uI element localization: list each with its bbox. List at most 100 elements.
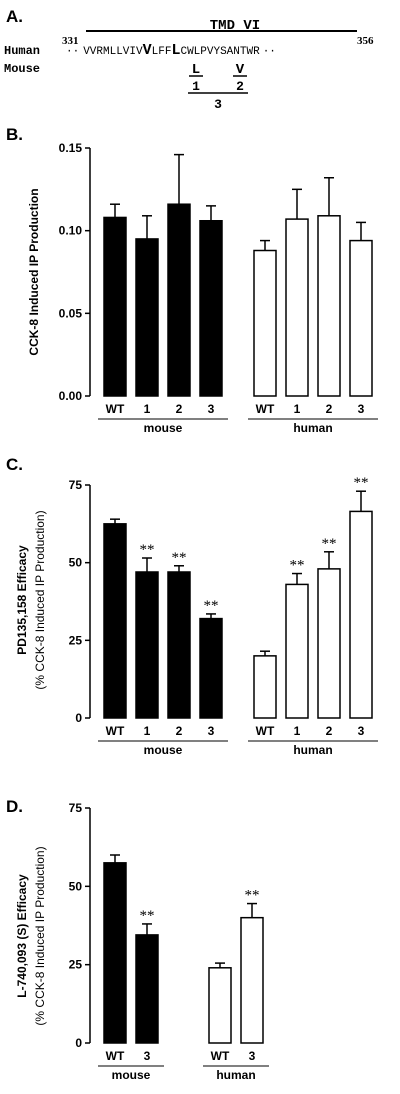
panel-d-ylabel-sub: (% CCK-8 Induced IP Production) bbox=[33, 846, 47, 1025]
category-label: WT bbox=[106, 402, 125, 416]
panel-a: A. TMD VI Human 331 356 ·· VVRMLLVIVVLFFL… bbox=[4, 7, 374, 112]
y-tick-label: 0.10 bbox=[59, 224, 83, 238]
bar-human-3 bbox=[240, 916, 264, 1044]
human-residue-l: L bbox=[171, 42, 180, 59]
panel-b-ylabel: CCK-8 Induced IP Production bbox=[27, 188, 41, 355]
category-label: 1 bbox=[294, 724, 301, 738]
human-residue-v: V bbox=[143, 42, 152, 59]
mouse-row-label: Mouse bbox=[4, 62, 40, 76]
bar-mouse-2 bbox=[167, 203, 191, 397]
human-seq-suffix: CWLPVYSANTWR bbox=[180, 46, 260, 58]
bar-mouse-3 bbox=[199, 219, 223, 397]
panel-d-ylabel: L-740,093 (S) Efficacy bbox=[15, 874, 29, 998]
significance-marker: ** bbox=[322, 536, 337, 552]
category-label: WT bbox=[106, 1049, 125, 1063]
start-residue-number: 331 bbox=[62, 35, 79, 47]
bar-mouse-1 bbox=[135, 238, 159, 397]
panel-b-label: B. bbox=[6, 125, 23, 144]
category-label: WT bbox=[211, 1049, 230, 1063]
category-label: 2 bbox=[176, 724, 183, 738]
trailing-dots: ·· bbox=[263, 46, 276, 58]
bar-mouse-2 bbox=[167, 571, 191, 719]
human-row-label: Human bbox=[4, 44, 40, 58]
group-label: human bbox=[216, 1068, 255, 1082]
mutant-3-number: 3 bbox=[214, 97, 222, 112]
panel-d: D. L-740,093 (S) Efficacy (% CCK-8 Induc… bbox=[6, 797, 269, 1082]
human-sequence: ·· VVRMLLVIVVLFFLCWLPVYSANTWR ·· bbox=[66, 42, 276, 59]
significance-marker: ** bbox=[245, 888, 260, 904]
group-label: mouse bbox=[144, 421, 183, 435]
significance-marker: ** bbox=[140, 542, 155, 558]
panel-d-label: D. bbox=[6, 797, 23, 816]
significance-marker: ** bbox=[140, 908, 155, 924]
category-label: WT bbox=[256, 402, 275, 416]
group-label: mouse bbox=[144, 743, 183, 757]
y-tick-label: 75 bbox=[69, 801, 83, 815]
significance-marker: ** bbox=[204, 598, 219, 614]
mutant-1-number: 1 bbox=[192, 79, 200, 94]
bar-human-WT bbox=[253, 655, 277, 719]
category-label: 3 bbox=[358, 724, 365, 738]
bar-human-2 bbox=[317, 215, 341, 397]
bar-mouse-3 bbox=[199, 617, 223, 719]
chart-c: 0 25 50 75 WT ** 1 ** 2 ** 3 mouse WT ** 1 ** 2 ** 3 human bbox=[69, 475, 378, 757]
y-tick-label: 50 bbox=[69, 556, 83, 570]
bar-human-3 bbox=[349, 239, 373, 397]
bar-mouse-3 bbox=[135, 934, 159, 1044]
group-label: mouse bbox=[112, 1068, 151, 1082]
human-seq-mid: LFF bbox=[152, 46, 172, 58]
chart-d: 0 25 50 75 WT ** 3 mouse WT ** 3 human bbox=[69, 801, 269, 1082]
bar-human-WT bbox=[253, 249, 277, 397]
leading-dots: ·· bbox=[66, 46, 79, 58]
category-label: 1 bbox=[144, 402, 151, 416]
panel-a-label: A. bbox=[6, 7, 23, 26]
mutant-2-number: 2 bbox=[236, 79, 244, 94]
y-tick-label: 25 bbox=[69, 958, 83, 972]
y-tick-label: 25 bbox=[69, 633, 83, 647]
mouse-residue-l: L bbox=[192, 62, 200, 78]
category-label: 2 bbox=[326, 402, 333, 416]
y-tick-label: 0 bbox=[75, 711, 82, 725]
bar-mouse-WT bbox=[103, 523, 127, 719]
category-label: 1 bbox=[144, 724, 151, 738]
category-label: 3 bbox=[358, 402, 365, 416]
mouse-residue-v: V bbox=[236, 62, 245, 78]
bar-human-2 bbox=[317, 568, 341, 719]
significance-marker: ** bbox=[172, 550, 187, 566]
bar-human-WT bbox=[208, 967, 232, 1044]
panel-c: C. PD135,158 Efficacy (% CCK-8 Induced I… bbox=[6, 455, 378, 757]
human-seq-prefix: VVRMLLVIV bbox=[83, 46, 143, 58]
chart-b: 0.00 0.05 0.10 0.15 WT 1 2 3 mouse WT 1 2 3 human bbox=[59, 141, 378, 435]
significance-marker: ** bbox=[354, 475, 369, 491]
bar-mouse-1 bbox=[135, 571, 159, 719]
tmd-label: TMD VI bbox=[210, 18, 260, 34]
y-tick-label: 0 bbox=[75, 1036, 82, 1050]
y-tick-label: 50 bbox=[69, 879, 83, 893]
category-label: 3 bbox=[144, 1049, 151, 1063]
category-label: 1 bbox=[294, 402, 301, 416]
bar-mouse-WT bbox=[103, 862, 127, 1044]
category-label: 2 bbox=[326, 724, 333, 738]
category-label: WT bbox=[106, 724, 125, 738]
panel-c-ylabel: PD135,158 Efficacy bbox=[15, 545, 29, 655]
category-label: 3 bbox=[249, 1049, 256, 1063]
panel-c-label: C. bbox=[6, 455, 23, 474]
significance-marker: ** bbox=[290, 558, 305, 574]
bar-human-1 bbox=[285, 218, 309, 397]
category-label: 3 bbox=[208, 724, 215, 738]
bar-human-3 bbox=[349, 510, 373, 719]
category-label: 2 bbox=[176, 402, 183, 416]
category-label: 3 bbox=[208, 402, 215, 416]
y-tick-label: 0.05 bbox=[59, 306, 83, 320]
bar-human-1 bbox=[285, 583, 309, 719]
y-tick-label: 0.15 bbox=[59, 141, 83, 155]
category-label: WT bbox=[256, 724, 275, 738]
end-residue-number: 356 bbox=[357, 35, 374, 47]
y-tick-label: 0.00 bbox=[59, 389, 83, 403]
group-label: human bbox=[293, 421, 332, 435]
panel-b: B. CCK-8 Induced IP Production 0.000.050… bbox=[6, 125, 378, 435]
group-label: human bbox=[293, 743, 332, 757]
y-tick-label: 75 bbox=[69, 478, 83, 492]
bar-mouse-WT bbox=[103, 216, 127, 397]
